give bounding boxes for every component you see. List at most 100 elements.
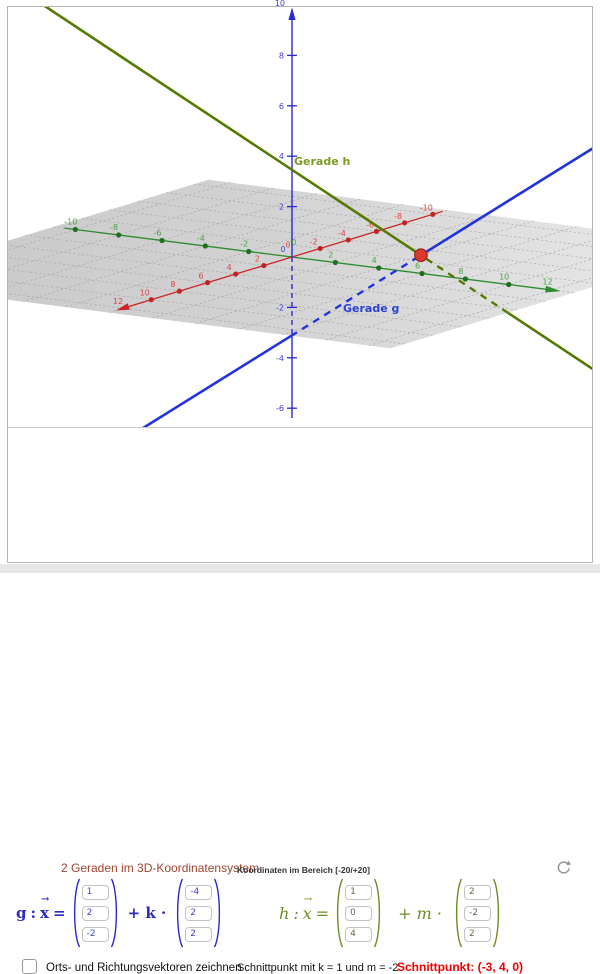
xy-plane: [8, 179, 592, 349]
g-pos-x-input[interactable]: [81, 884, 109, 900]
line-h-label: Gerade h: [294, 155, 350, 168]
vector-arrow: →: [41, 894, 50, 905]
line-g-label: Gerade g: [343, 302, 399, 315]
x-tick-label: 8: [170, 280, 175, 289]
y-axis-dot: [376, 265, 382, 271]
x-axis-dot: [430, 211, 436, 217]
line-h-hidden[interactable]: [420, 254, 509, 314]
panel-separator: [8, 427, 592, 428]
paren-right: [374, 878, 381, 948]
x-axis-dot: [176, 288, 182, 294]
h-m-term: + m ·: [398, 903, 442, 923]
equation-g-lhs: g: x → =: [16, 894, 66, 922]
z-tick-label: 8: [279, 51, 284, 60]
x-zero-label: 0: [286, 241, 291, 250]
h-pos-y-input[interactable]: [345, 905, 373, 921]
g-k-term: + k ·: [127, 904, 167, 922]
y-axis-dot: [246, 248, 252, 255]
y-tick-label: -10: [64, 218, 77, 227]
draw-vectors-checkbox[interactable]: [22, 959, 37, 974]
g-position-vector: [70, 877, 121, 949]
g-dir-y-input[interactable]: [185, 905, 213, 921]
y-axis-dot: [462, 276, 468, 282]
y-tick-label: 10: [499, 273, 509, 282]
formula-panel: 2 Geraden im 3D-Koordinatensystem Koordi…: [0, 428, 600, 974]
z-tick-label: 6: [279, 102, 284, 111]
y-tick-label: -2: [240, 240, 248, 249]
y-tick-label: -8: [110, 223, 118, 232]
y-axis-arrow: [545, 285, 561, 293]
h-dir-x-input[interactable]: [463, 884, 491, 900]
y-tick-label: 4: [372, 256, 377, 265]
x-axis-dot: [233, 271, 239, 277]
y-axis-dot: [419, 270, 425, 277]
x-tick-label: 10: [140, 289, 150, 298]
intersection-info: Schnittpunkt mit k = 1 und m = -2: [237, 962, 399, 974]
x-tick-label: -6: [366, 220, 374, 229]
h-dir-y-input[interactable]: [463, 905, 491, 921]
bottom-strip: [0, 564, 600, 573]
x-axis-dot: [261, 262, 267, 269]
x-tick-label: 2: [255, 255, 260, 264]
equation-h: h:x→= + m ·: [279, 876, 503, 950]
x-axis-dot: [148, 297, 154, 303]
reset-button[interactable]: [553, 858, 573, 878]
draw-vectors-label: Orts- und Richtungsvektoren zeichnen: [46, 962, 242, 974]
y-axis-dot: [506, 281, 512, 288]
3d-scene: -10 -8 -6 -4 -2 2 4 6 8 10 12 -10 -8 -6 -4 -2 2 4 6 8 10 12 -6…: [8, 4, 598, 428]
panel-title: 2 Geraden im 3D-Koordinatensystem: [61, 861, 260, 875]
paren-right: [492, 878, 499, 948]
line-g[interactable]: [139, 334, 292, 428]
y-tick-label: 8: [458, 267, 463, 276]
paren-left: [337, 878, 344, 948]
refresh-icon: [557, 860, 572, 874]
line-h[interactable]: [507, 311, 596, 371]
line-h[interactable]: [42, 4, 422, 257]
z-axis-arrow: [288, 7, 296, 20]
y-tick-label: -4: [197, 234, 205, 243]
x-axis-dot: [317, 245, 323, 252]
z-tick-label: -2: [276, 303, 284, 312]
x-tick-label: -2: [310, 237, 318, 246]
x-axis-arrow: [116, 303, 130, 311]
paren-right: [110, 878, 117, 948]
x-axis-end-label: 12: [113, 297, 123, 306]
h-pos-z-input[interactable]: [345, 926, 373, 942]
z-top-label: 10: [275, 0, 285, 8]
z-tick-label: 4: [279, 152, 284, 161]
x-axis-dot: [204, 280, 211, 286]
h-pos-x-input[interactable]: [345, 884, 373, 900]
g-dir-x-input[interactable]: [185, 884, 213, 900]
z-tick-label: -6: [276, 404, 284, 413]
x-tick-label: 6: [198, 272, 203, 281]
paren-right: [214, 878, 221, 948]
y-tick-label: -6: [153, 229, 161, 238]
equation-h-lhs: h: x → =: [279, 893, 330, 923]
y-axis-dot: [159, 237, 165, 244]
intersection-point[interactable]: [414, 248, 428, 262]
y-axis: [64, 227, 557, 292]
z-zero-label: 0: [281, 245, 286, 254]
h-position-vector: [333, 877, 384, 949]
g-pos-z-input[interactable]: [81, 926, 109, 942]
3d-graphics-view[interactable]: -10 -8 -6 -4 -2 2 4 6 8 10 12 -10 -8 -6 -4 -2 2 4 6 8 10 12 -6…: [0, 0, 600, 428]
x-axis-dot: [402, 220, 408, 226]
vector-arrow: →: [303, 893, 313, 905]
x-tick-label: -4: [338, 229, 346, 238]
x-tick-label: 4: [227, 263, 232, 272]
y-zero-label: 0: [292, 238, 297, 247]
h-dir-z-input[interactable]: [463, 926, 491, 942]
paren-left: [455, 878, 463, 948]
y-axis-dot: [72, 226, 78, 233]
y-tick-label: 6: [415, 262, 420, 271]
g-pos-y-input[interactable]: [81, 905, 109, 921]
z-tick-label: -4: [276, 354, 284, 363]
y-axis-dot: [202, 243, 208, 249]
x-axis-dot: [373, 228, 380, 234]
g-direction-vector: [173, 877, 224, 949]
z-tick-label: 2: [279, 203, 284, 212]
x-axis-dot: [345, 237, 351, 243]
g-dir-z-input[interactable]: [185, 926, 213, 942]
line-g[interactable]: [420, 145, 598, 257]
x-tick-label: -10: [420, 203, 433, 212]
